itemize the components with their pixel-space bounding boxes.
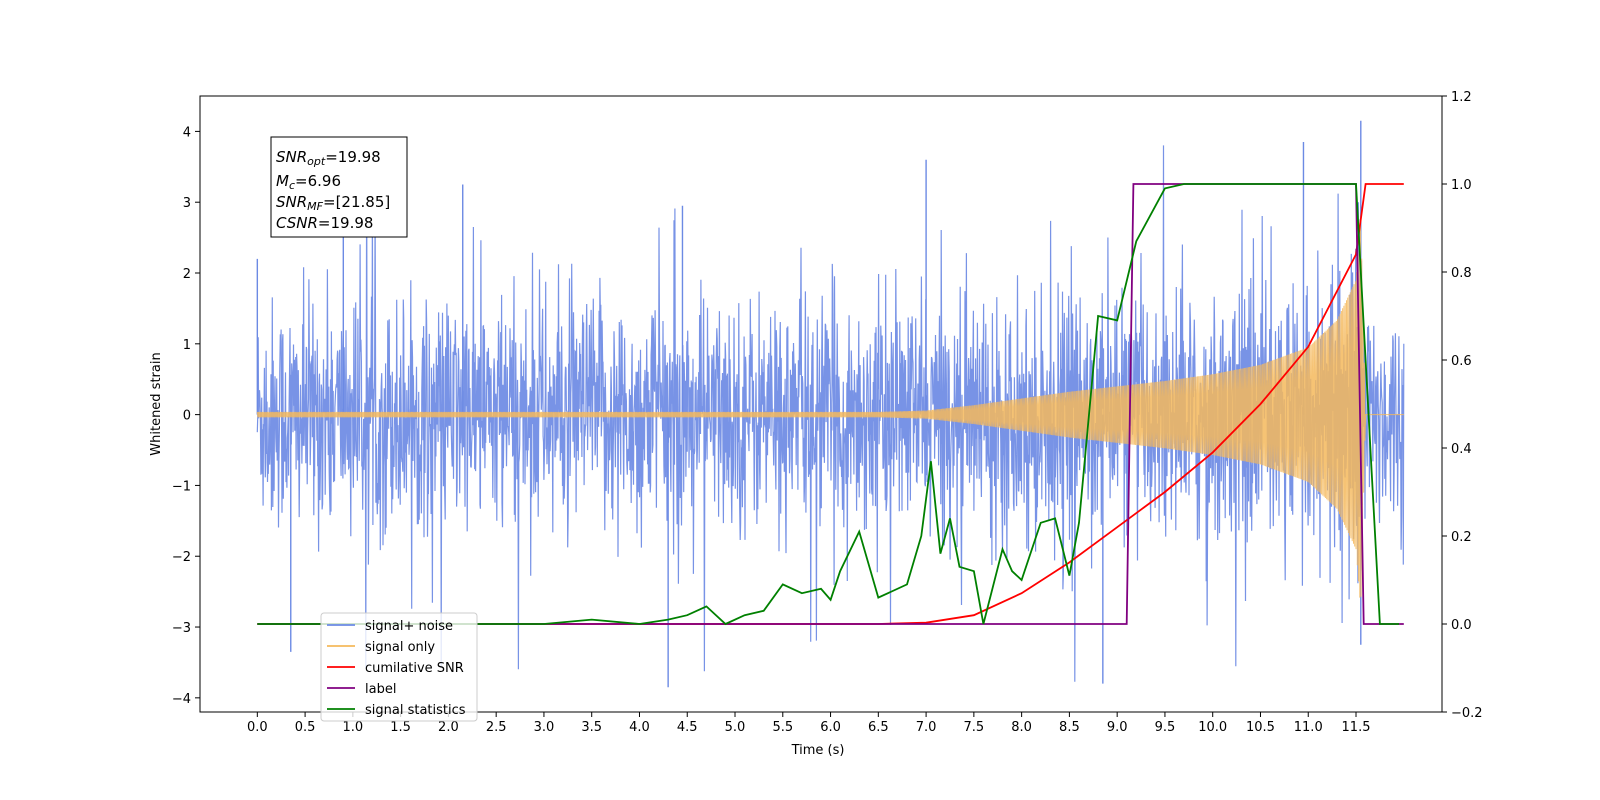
legend-entry: cumilative SNR [365,661,464,676]
legend-entry: label [365,682,396,697]
annotation-csnr: CSNR=19.98 [276,214,373,232]
x-axis-label: Time (s) [791,743,845,758]
x-tick-label: 8.0 [1011,720,1032,735]
annotation-snr-mf: SNRMF=[21.85] [276,193,390,213]
x-tick-label: 0.0 [247,720,268,735]
series-layer [256,120,1405,688]
legend-frame [320,612,478,722]
y-tick-label: 1 [183,338,191,353]
x-tick-label: 11.5 [1342,720,1371,735]
y2-tick-label: 0.2 [1451,530,1472,545]
legend-entry: signal+ noise [365,619,453,634]
y-tick-label: −3 [172,621,191,636]
x-tick-label: 1.5 [390,720,411,735]
y2-axis-ticks: 1.2 1.0 0.8 0.6 0.4 0.2 0.0 −0.2 [1442,90,1483,721]
x-tick-label: 3.5 [581,720,602,735]
x-tick-label: 2.5 [486,720,507,735]
x-tick-label: 6.0 [820,720,841,735]
x-tick-label: 7.5 [964,720,985,735]
x-tick-label: 10.5 [1246,720,1275,735]
y-axis-ticks: 4 3 2 1 0 −1 −2 −3 −4 [172,125,200,707]
legend-entry: signal only [365,640,435,655]
x-tick-label: 5.5 [772,720,793,735]
x-tick-label: 1.0 [343,720,364,735]
y2-tick-label: 0.6 [1451,354,1472,369]
x-tick-label: 6.5 [868,720,889,735]
x-tick-label: 5.0 [725,720,746,735]
y-tick-label: −2 [172,550,191,565]
signal-only-line [256,223,1404,598]
y2-tick-label: 1.0 [1451,178,1472,193]
y2-tick-label: 0.0 [1451,618,1472,633]
x-tick-label: 10.0 [1198,720,1227,735]
y2-tick-label: 1.2 [1451,90,1472,105]
y-tick-label: −1 [172,479,191,494]
x-tick-label: 8.5 [1059,720,1080,735]
y-tick-label: 0 [183,409,191,424]
x-tick-label: 0.5 [295,720,316,735]
annotation-mc: Mc=6.96 [276,172,341,192]
y-axis-label: Whitened strain [149,352,164,455]
y2-tick-label: 0.8 [1451,266,1472,281]
annotation-box: SNRopt=19.98 Mc=6.96 SNRMF=[21.85] CSNR=… [270,136,408,238]
x-tick-label: 11.0 [1294,720,1323,735]
y2-tick-label: −0.2 [1451,706,1483,721]
x-tick-label: 9.0 [1107,720,1128,735]
signal-statistics-line [257,183,1399,626]
x-tick-label: 2.0 [438,720,459,735]
legend: signal+ noise signal only cumilative SNR la… [320,612,478,722]
x-tick-label: 9.5 [1155,720,1176,735]
x-tick-label: 4.5 [677,720,698,735]
legend-entry: signal statistics [365,703,466,718]
y2-tick-label: 0.4 [1451,442,1472,457]
x-tick-label: 3.0 [534,720,555,735]
x-tick-label: 4.0 [629,720,650,735]
y-tick-label: 2 [183,267,191,282]
cumilative-snr-line [257,183,1404,625]
annotation-snr-opt: SNRopt=19.98 [276,148,381,168]
annotation-frame [270,136,408,238]
y-tick-label: −4 [172,692,191,707]
y-tick-label: 3 [183,196,191,211]
plot-frame [199,95,1443,713]
x-axis-ticks: 0.0 0.5 1.0 1.5 2.0 2.5 3.0 3.5 4.0 4.5 5.0 5.5 6.0 6… [247,712,1371,735]
x-tick-label: 7.0 [916,720,937,735]
y-tick-label: 4 [183,125,191,140]
